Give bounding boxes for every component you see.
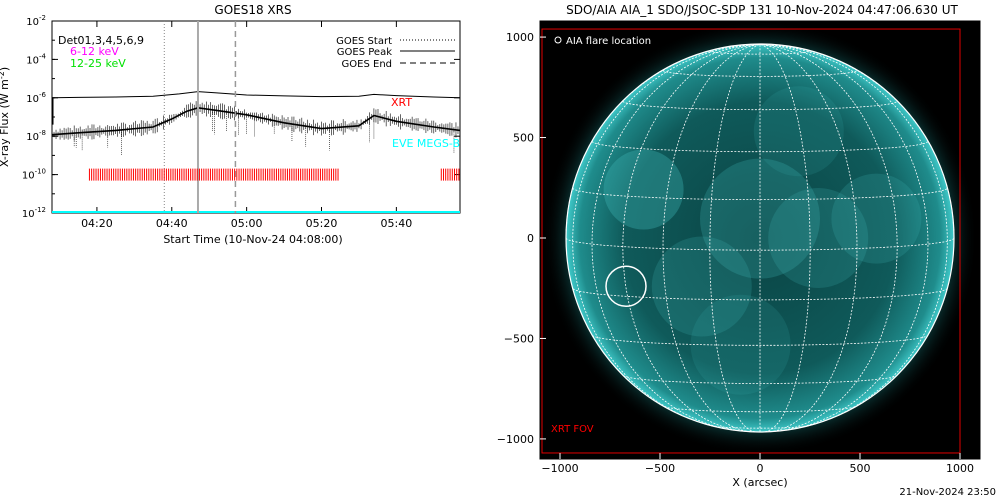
legend-goes-end: GOES End: [342, 59, 392, 70]
aia-y-tick-label: 0: [527, 232, 534, 245]
longitude-line: [662, 44, 761, 433]
longitude-line: [622, 44, 761, 432]
y-tick-label: 10-10: [22, 168, 46, 182]
xrt-label: XRT: [391, 96, 412, 109]
longitude-line: [759, 44, 858, 433]
y-tick-label: 10-4: [26, 52, 46, 66]
longitude-line: [759, 44, 948, 427]
y-tick-label: 10-12: [22, 206, 46, 220]
latitude-line: [591, 335, 929, 346]
footer-date: 21-Nov-2024 23:50: [899, 487, 996, 498]
aia-y-tick-label: 500: [513, 132, 534, 145]
aia-title: SDO/AIA AIA_1 SDO/JSOC-SDP 131 10-Nov-20…: [566, 3, 958, 17]
latitude-line: [709, 50, 811, 55]
y-tick-label: 10-6: [26, 91, 46, 105]
longitude-line: [591, 44, 761, 431]
legend-goes-peak: GOES Peak: [337, 47, 392, 58]
goes-x-axis: 04:20 04:40 05:00 05:20 05:40: [81, 21, 412, 230]
latitude-line: [623, 375, 897, 384]
longitude-line: [759, 44, 929, 431]
x-tick-label: 04:20: [81, 217, 113, 230]
longitude-line: [759, 44, 955, 239]
goes-series-line: [51, 91, 461, 99]
x-tick-label: 05:00: [231, 217, 263, 230]
legend-12-25-kev: 12-25 keV: [70, 57, 126, 70]
flare-location-circle: [605, 265, 647, 307]
heliographic-grid: [565, 43, 955, 433]
aia-x-tick-label: 500: [850, 462, 871, 475]
xrt-interval-group: [88, 168, 460, 181]
active-region-glow: [768, 187, 869, 288]
legend-goes-start: GOES Start: [336, 36, 392, 47]
aia-x-tick-label: −1000: [541, 462, 578, 475]
longitude-line: [709, 44, 761, 433]
longitude-line: [759, 44, 898, 432]
aia-x-tick-label: −500: [645, 462, 675, 475]
active-region-glow: [700, 158, 820, 279]
goes-panel: GOES18 XRS 10-12 10-10 10-8 10-6 10-4 10-2 04…: [0, 3, 461, 246]
x-tick-label: 04:40: [156, 217, 188, 230]
goes-event-markers: [163, 21, 237, 213]
aia-y-axis: 1000 500 0 −500 −1000: [497, 31, 546, 446]
longitude-line: [572, 44, 761, 427]
legend-flare-location: AIA flare location: [566, 36, 651, 47]
aia-panel: SDO/AIA AIA_1 SDO/JSOC-SDP 131 10-Nov-20…: [497, 3, 981, 489]
active-region-glow: [753, 86, 844, 177]
goes-series-group: [51, 91, 461, 213]
active-region-glow: [603, 149, 684, 230]
legend-flare-icon: [554, 36, 562, 44]
aia-x-axis: −1000 −500 0 500 1000: [541, 453, 974, 475]
legend-detector: Det01,3,4,5,6,9: [58, 34, 144, 47]
goes-x-label: Start Time (10-Nov-24 04:08:00): [163, 233, 342, 246]
aia-x-tick-label: 0: [757, 462, 764, 475]
goes-series-line: [51, 106, 461, 136]
eve-label: EVE MEGS-B: [392, 137, 460, 150]
aia-x-tick-label: 1000: [946, 462, 974, 475]
aia-y-tick-label: −1000: [497, 433, 534, 446]
xrt-fov-label: XRT FOV: [551, 424, 594, 435]
xrt-fov-box: [541, 28, 961, 454]
goes-y-label: X-ray Flux (W m-2): [0, 67, 11, 167]
legend-6-12-kev: 6-12 keV: [70, 45, 119, 58]
active-region-glow: [831, 173, 922, 264]
longitude-line: [565, 44, 761, 239]
y-tick-label: 10-8: [26, 129, 46, 143]
active-region-glow: [651, 236, 752, 337]
active-region-glow: [690, 294, 791, 395]
aia-y-tick-label: −500: [504, 332, 534, 345]
x-tick-label: 05:40: [381, 217, 413, 230]
y-tick-label: 10-2: [26, 14, 46, 28]
goes-title: GOES18 XRS: [214, 3, 291, 17]
aia-x-label: X (arcsec): [732, 476, 787, 489]
latitude-line: [572, 288, 948, 301]
aia-y-tick-label: 1000: [506, 31, 534, 44]
latitude-line: [664, 406, 856, 413]
longitude-line: [759, 44, 811, 433]
x-tick-label: 05:20: [306, 217, 338, 230]
disk-features: [603, 86, 922, 395]
